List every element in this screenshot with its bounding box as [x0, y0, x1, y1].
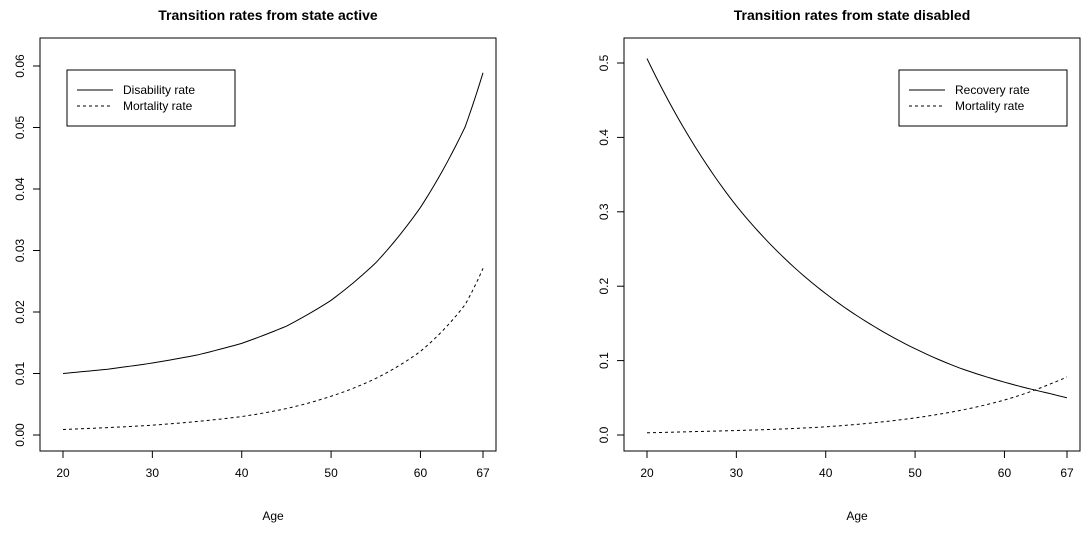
x-tick-label: 67	[1060, 466, 1074, 480]
x-tick-label: 60	[998, 466, 1012, 480]
x-axis-label: Age	[262, 509, 284, 523]
y-tick-label: 0.06	[13, 54, 27, 78]
y-tick-label: 0.02	[13, 300, 27, 324]
y-tick-label: 0.01	[13, 361, 27, 385]
x-tick-label: 40	[235, 466, 249, 480]
y-tick-label: 0.1	[597, 352, 611, 369]
x-tick-label: 20	[56, 466, 70, 480]
legend: Disability rate Mortality rate	[66, 69, 236, 127]
x-tick-label: 40	[819, 466, 833, 480]
x-axis-label: Age	[846, 509, 868, 523]
x-tick-label: 20	[640, 466, 654, 480]
y-tick-label: 0.05	[13, 115, 27, 139]
y-tick-label: 0.3	[597, 203, 611, 220]
x-tick-label: 50	[908, 466, 922, 480]
y-tick-label: 0.03	[13, 238, 27, 262]
y-tick-label: 0.4	[597, 129, 611, 146]
series-line-mortality-rate	[62, 268, 484, 430]
series-line-disability-rate	[62, 72, 484, 374]
legend: Recovery rate Mortality rate	[898, 69, 1068, 127]
y-tick-label: 0.5	[597, 54, 611, 71]
x-tick-label: 60	[414, 466, 428, 480]
chart-title: Transition rates from state disabled	[734, 7, 971, 23]
legend-label: Mortality rate	[123, 99, 193, 113]
y-tick-label: 0.00	[13, 423, 27, 447]
legend-label: Recovery rate	[955, 83, 1030, 97]
series-line-mortality-rate	[646, 376, 1068, 434]
y-tick-label: 0.0	[597, 426, 611, 443]
legend-box	[898, 69, 1068, 127]
y-tick-label: 0.04	[13, 177, 27, 201]
x-tick-label: 30	[730, 466, 744, 480]
chart-panel-active: Transition rates from state active 20 30 40…	[13, 7, 497, 523]
series-line-recovery-rate	[646, 58, 1068, 399]
chart-panel-disabled: Transition rates from state disabled 20 30…	[597, 7, 1081, 523]
x-tick-label: 50	[324, 466, 338, 480]
chart-title: Transition rates from state active	[158, 7, 378, 23]
y-tick-label: 0.2	[597, 278, 611, 295]
legend-box	[66, 69, 236, 127]
legend-label: Disability rate	[123, 83, 195, 97]
x-tick-label: 67	[476, 466, 490, 480]
legend-label: Mortality rate	[955, 99, 1025, 113]
x-tick-label: 30	[146, 466, 160, 480]
